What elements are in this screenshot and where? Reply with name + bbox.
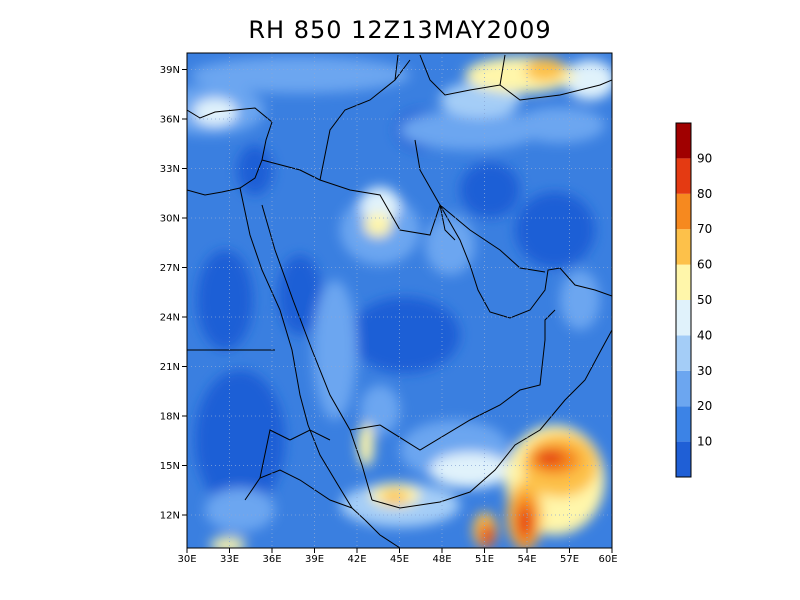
tick-marks xyxy=(182,69,613,553)
lon-tick-label: 30E xyxy=(177,554,196,565)
colorbar-swatch xyxy=(676,406,691,442)
colorbar-label: 60 xyxy=(697,258,712,272)
lat-tick-label: 27N xyxy=(160,263,180,274)
colorbar-swatch xyxy=(676,441,691,477)
lat-tick-label: 30N xyxy=(160,214,180,225)
lon-tick-labels: 30E 33E 36E 39E 42E 45E 48E 51E 54E 57E … xyxy=(177,554,617,565)
colorbar-label: 70 xyxy=(697,222,712,236)
lat-tick-label: 18N xyxy=(160,412,180,423)
lon-tick-label: 42E xyxy=(347,554,366,565)
colorbar-label: 50 xyxy=(697,293,712,307)
colorbar-swatch xyxy=(676,123,691,159)
lon-tick-label: 36E xyxy=(262,554,281,565)
colorbar-label: 20 xyxy=(697,399,712,413)
lon-tick-label: 48E xyxy=(432,554,451,565)
lat-tick-label: 12N xyxy=(160,511,180,522)
colorbar-swatch xyxy=(676,335,691,371)
colorbar-frame xyxy=(675,122,692,478)
lat-tick-label: 15N xyxy=(160,461,180,472)
lat-tick-label: 36N xyxy=(160,115,180,126)
lon-tick-label: 57E xyxy=(560,554,579,565)
lat-tick-label: 39N xyxy=(160,65,180,76)
colorbar-label: 40 xyxy=(697,328,712,342)
rh-field xyxy=(187,53,612,548)
lon-tick-label: 54E xyxy=(517,554,536,565)
colorbar-label: 10 xyxy=(697,435,712,449)
chart-title: RH 850 12Z13MAY2009 xyxy=(248,16,552,44)
graticule xyxy=(187,53,612,548)
lat-tick-label: 21N xyxy=(160,362,180,373)
lon-tick-label: 45E xyxy=(390,554,409,565)
colorbar-label: 90 xyxy=(697,151,712,165)
colorbar-swatch xyxy=(676,264,691,300)
lon-tick-label: 60E xyxy=(598,554,617,565)
colorbar-label: 30 xyxy=(697,364,712,378)
field-shading xyxy=(187,57,612,548)
colorbar-swatch xyxy=(676,229,691,265)
lon-tick-label: 33E xyxy=(220,554,239,565)
lat-tick-label: 33N xyxy=(160,164,180,175)
colorbar-label: 80 xyxy=(697,187,712,201)
lat-tick-labels: 39N 36N 33N 30N 27N 24N 21N 18N 15N 12N xyxy=(160,65,180,522)
colorbar-swatch xyxy=(676,193,691,230)
colorbar-swatch xyxy=(676,370,691,407)
lat-tick-label: 24N xyxy=(160,313,180,324)
lon-tick-label: 51E xyxy=(475,554,494,565)
colorbar-swatch xyxy=(676,158,691,194)
colorbar: 10 20 30 40 50 60 70 80 90 xyxy=(675,122,712,478)
coastlines xyxy=(187,54,612,548)
lon-tick-label: 39E xyxy=(305,554,324,565)
colorbar-swatch xyxy=(676,300,691,336)
